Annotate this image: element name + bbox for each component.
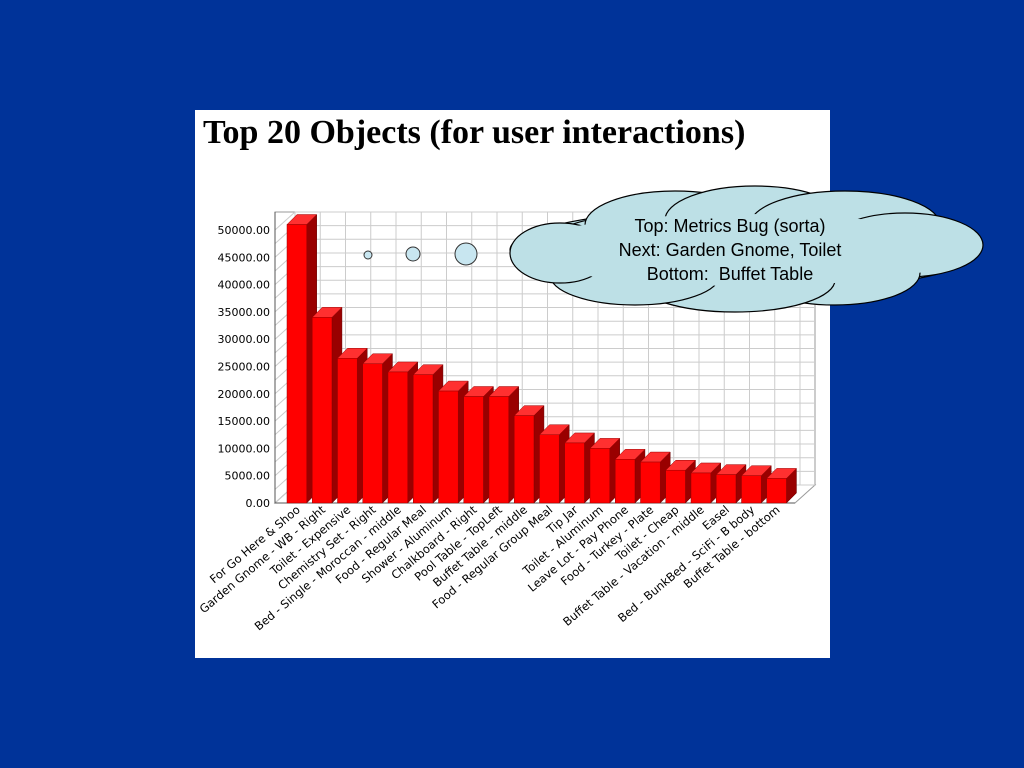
bar-front xyxy=(362,363,383,504)
y-tick-label: 50000.00 xyxy=(218,224,271,237)
bubble-marker xyxy=(405,246,421,262)
y-axis-ticks: 0.00 5000.00 10000.00 15000.00 20000.00 25000… xyxy=(218,224,271,510)
callout-line-2: Next: Garden Gnome, Toilet xyxy=(618,240,842,260)
callout-line-1: Top: Metrics Bug (sorta) xyxy=(634,216,826,236)
y-tick-label: 20000.00 xyxy=(218,388,271,401)
bar-front xyxy=(589,448,610,504)
chart-bars xyxy=(286,213,798,504)
bar-front xyxy=(413,374,434,504)
bar-front xyxy=(640,461,661,504)
bar-front xyxy=(387,371,408,504)
y-tick-label: 15000.00 xyxy=(218,415,271,428)
bar-front xyxy=(564,442,585,504)
bubble-marker xyxy=(454,242,478,266)
y-tick-label: 25000.00 xyxy=(218,361,271,374)
chart-title: Top 20 Objects (for user interactions) xyxy=(203,114,746,151)
chart-bubbles xyxy=(363,242,478,266)
bar-front xyxy=(337,358,358,504)
y-tick-label: 0.00 xyxy=(246,497,271,510)
bar-front xyxy=(514,415,535,504)
bar-front xyxy=(286,224,307,504)
bar-front xyxy=(438,390,459,504)
bar-front xyxy=(690,472,711,504)
callout-line-3: Bottom: Buffet Table xyxy=(646,264,814,284)
grid-line-side xyxy=(274,211,296,231)
bar-front xyxy=(539,434,560,504)
y-tick-label: 45000.00 xyxy=(218,251,271,264)
y-tick-label: 35000.00 xyxy=(218,306,271,319)
y-tick-label: 40000.00 xyxy=(218,279,271,292)
bar-front xyxy=(766,478,787,504)
y-tick-label: 5000.00 xyxy=(225,470,271,483)
cloud-body xyxy=(520,214,970,286)
y-tick-label: 10000.00 xyxy=(218,442,271,455)
bar xyxy=(766,467,798,504)
callout-cloud-shape xyxy=(509,185,984,313)
bar-front xyxy=(741,475,762,504)
callout-text: Top: Metrics Bug (sorta) Next: Garden Gn… xyxy=(555,214,905,286)
bar-front xyxy=(615,459,636,504)
bar-front xyxy=(312,317,333,504)
bar-front xyxy=(463,396,484,504)
bubble-marker xyxy=(363,250,373,260)
bar-front xyxy=(716,474,737,504)
bar-front xyxy=(488,396,509,504)
y-tick-label: 30000.00 xyxy=(218,333,271,346)
bar-chart: 0.00 5000.00 10000.00 15000.00 20000.00 25000… xyxy=(197,211,817,633)
bar-front xyxy=(665,469,686,504)
callout-cloud xyxy=(509,185,984,313)
